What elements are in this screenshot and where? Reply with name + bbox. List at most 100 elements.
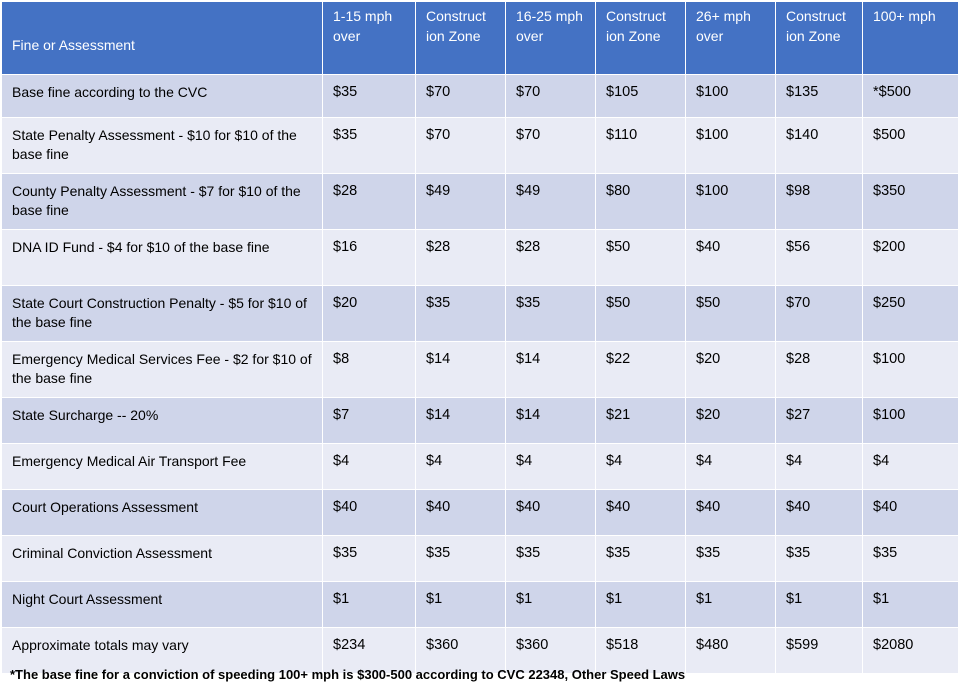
table-cell: $40: [685, 229, 776, 286]
table-cell: $4: [505, 443, 596, 490]
table-cell: $100: [685, 117, 776, 174]
row-label: Court Operations Assessment: [1, 489, 323, 536]
table-cell: $35: [685, 535, 776, 582]
table-cell: $28: [415, 229, 506, 286]
table-cell: $40: [775, 489, 863, 536]
table-cell: $40: [415, 489, 506, 536]
table-cell: $20: [322, 285, 416, 342]
table-row: Emergency Medical Air Transport Fee $4 $…: [1, 443, 959, 490]
table-cell: $20: [685, 341, 776, 398]
table-cell: $56: [775, 229, 863, 286]
column-header: 16-25 mph over: [505, 1, 596, 75]
table-cell: $28: [322, 173, 416, 230]
table-cell: $35: [322, 74, 416, 118]
column-header: 26+ mph over: [685, 1, 776, 75]
table-cell: $40: [322, 489, 416, 536]
table-row: State Court Construction Penalty - $5 fo…: [1, 285, 959, 342]
table-cell: $27: [775, 397, 863, 444]
table-cell: $7: [322, 397, 416, 444]
table-cell: $49: [415, 173, 506, 230]
table-row: State Penalty Assessment - $10 for $10 o…: [1, 117, 959, 174]
column-header: Construct ion Zone: [595, 1, 686, 75]
table-cell: $4: [322, 443, 416, 490]
table-cell: $70: [415, 117, 506, 174]
table-cell: $4: [685, 443, 776, 490]
header-row: Fine or Assessment 1-15 mph over Constru…: [1, 1, 959, 75]
column-header: Construct ion Zone: [415, 1, 506, 75]
totals-row: Approximate totals may vary $234 $360 $3…: [1, 627, 959, 674]
table-cell: $105: [595, 74, 686, 118]
table-cell: $500: [862, 117, 959, 174]
table-cell: $14: [415, 341, 506, 398]
table-row: County Penalty Assessment - $7 for $10 o…: [1, 173, 959, 230]
table-cell: $200: [862, 229, 959, 286]
table-cell: $80: [595, 173, 686, 230]
fines-table: Fine or Assessment 1-15 mph over Constru…: [1, 1, 959, 674]
table-cell: $4: [862, 443, 959, 490]
row-label: State Court Construction Penalty - $5 fo…: [1, 285, 323, 342]
table-cell: $40: [595, 489, 686, 536]
row-label: State Penalty Assessment - $10 for $10 o…: [1, 117, 323, 174]
table-row: DNA ID Fund - $4 for $10 of the base fin…: [1, 229, 959, 286]
column-header: Fine or Assessment: [1, 1, 323, 75]
row-label: Emergency Medical Air Transport Fee: [1, 443, 323, 490]
table-cell: $70: [505, 74, 596, 118]
table-cell: $28: [775, 341, 863, 398]
table-cell: $50: [595, 285, 686, 342]
table-row: Base fine according to the CVC $35 $70 $…: [1, 74, 959, 118]
table-cell: $1: [862, 581, 959, 628]
table-cell: $14: [505, 341, 596, 398]
table-cell: $350: [862, 173, 959, 230]
total-cell: $599: [775, 627, 863, 674]
table-row: Night Court Assessment $1 $1 $1 $1 $1 $1…: [1, 581, 959, 628]
table-cell: $35: [505, 285, 596, 342]
table-cell: $40: [862, 489, 959, 536]
row-label: State Surcharge -- 20%: [1, 397, 323, 444]
row-label: Approximate totals may vary: [1, 627, 323, 674]
row-label: Base fine according to the CVC: [1, 74, 323, 118]
table-cell: $100: [862, 397, 959, 444]
table-cell: $70: [775, 285, 863, 342]
table-cell: $140: [775, 117, 863, 174]
table-cell: $49: [505, 173, 596, 230]
table-cell: $35: [415, 535, 506, 582]
table-cell: $250: [862, 285, 959, 342]
table-cell: $110: [595, 117, 686, 174]
row-label: DNA ID Fund - $4 for $10 of the base fin…: [1, 229, 323, 286]
footnote: *The base fine for a conviction of speed…: [10, 667, 686, 682]
table-cell: $100: [862, 341, 959, 398]
column-header: Construct ion Zone: [775, 1, 863, 75]
table-cell: $4: [595, 443, 686, 490]
table-cell: $50: [595, 229, 686, 286]
table-cell: $35: [775, 535, 863, 582]
table-cell: $100: [685, 173, 776, 230]
table-cell: $35: [862, 535, 959, 582]
total-cell: $360: [415, 627, 506, 674]
table-cell: $14: [505, 397, 596, 444]
table-cell: $40: [505, 489, 596, 536]
table-cell: $22: [595, 341, 686, 398]
row-label: Night Court Assessment: [1, 581, 323, 628]
table-cell: $1: [595, 581, 686, 628]
table-cell: $1: [415, 581, 506, 628]
table-cell: $21: [595, 397, 686, 444]
table-cell: $4: [415, 443, 506, 490]
table-cell: $20: [685, 397, 776, 444]
table-cell: $28: [505, 229, 596, 286]
column-header: 1-15 mph over: [322, 1, 416, 75]
table-cell: $40: [685, 489, 776, 536]
table-cell: $35: [322, 117, 416, 174]
table-row: Court Operations Assessment $40 $40 $40 …: [1, 489, 959, 536]
table-cell: $70: [505, 117, 596, 174]
table-cell: $35: [505, 535, 596, 582]
total-cell: $2080: [862, 627, 959, 674]
table-cell: $1: [775, 581, 863, 628]
table-cell: $8: [322, 341, 416, 398]
table-cell: $70: [415, 74, 506, 118]
table-cell: $1: [685, 581, 776, 628]
table-cell: $14: [415, 397, 506, 444]
table-row: State Surcharge -- 20% $7 $14 $14 $21 $2…: [1, 397, 959, 444]
table-cell: $35: [415, 285, 506, 342]
row-label: County Penalty Assessment - $7 for $10 o…: [1, 173, 323, 230]
table-cell: $35: [322, 535, 416, 582]
